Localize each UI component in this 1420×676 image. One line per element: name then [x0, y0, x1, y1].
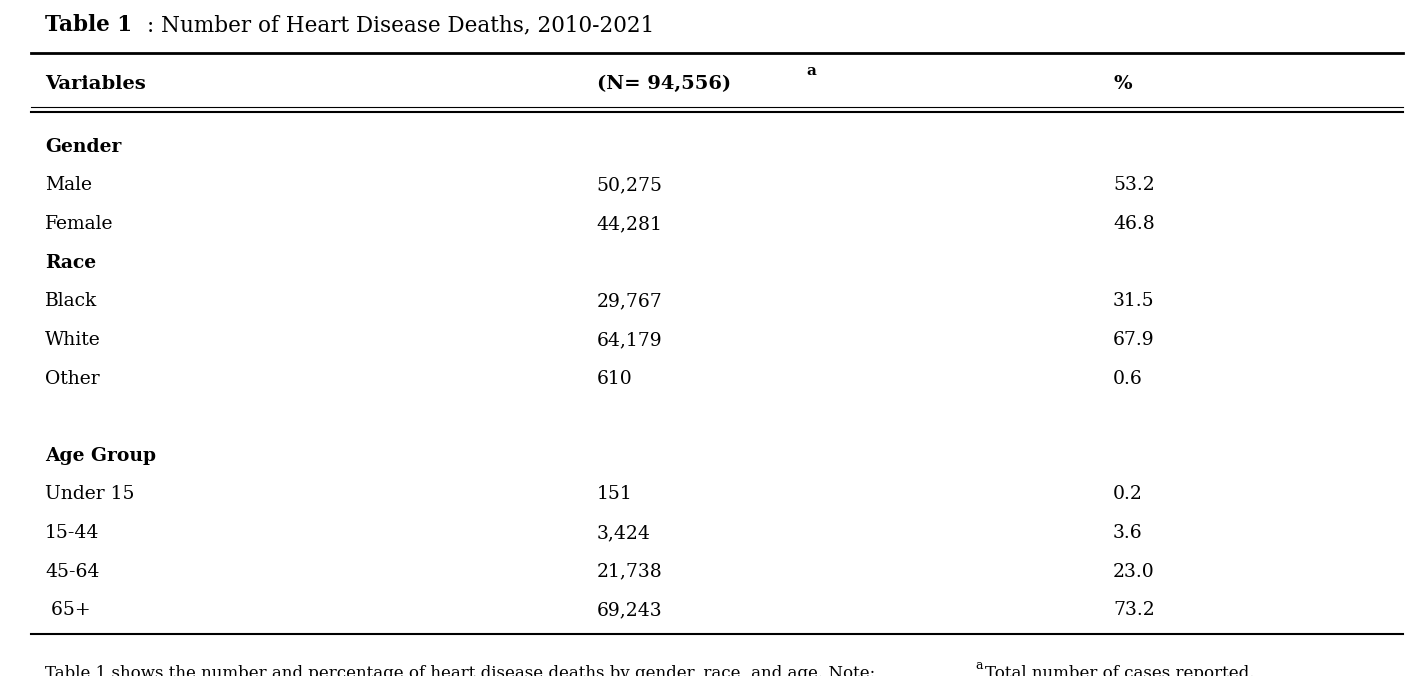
Text: Age Group: Age Group: [45, 447, 156, 465]
Text: 3.6: 3.6: [1113, 524, 1143, 542]
Text: 69,243: 69,243: [596, 601, 663, 619]
Text: 64,179: 64,179: [596, 331, 663, 349]
Text: 50,275: 50,275: [596, 176, 663, 195]
Text: a: a: [807, 64, 816, 78]
Text: Other: Other: [45, 370, 99, 387]
Text: 0.6: 0.6: [1113, 370, 1143, 387]
Text: Table 1: Table 1: [45, 14, 132, 37]
Text: 73.2: 73.2: [1113, 601, 1154, 619]
Text: %: %: [1113, 74, 1132, 93]
Text: 53.2: 53.2: [1113, 176, 1154, 195]
Text: Total number of cases reported.: Total number of cases reported.: [985, 665, 1255, 676]
Text: 46.8: 46.8: [1113, 215, 1154, 233]
Text: 65+: 65+: [45, 601, 91, 619]
Text: 15-44: 15-44: [45, 524, 99, 542]
Text: Under 15: Under 15: [45, 485, 135, 504]
Text: Male: Male: [45, 176, 92, 195]
Text: 0.2: 0.2: [1113, 485, 1143, 504]
Text: : Number of Heart Disease Deaths, 2010-2021: : Number of Heart Disease Deaths, 2010-2…: [148, 14, 655, 37]
Text: 44,281: 44,281: [596, 215, 663, 233]
Text: Gender: Gender: [45, 138, 122, 156]
Text: 21,738: 21,738: [596, 562, 663, 581]
Text: 45-64: 45-64: [45, 562, 99, 581]
Text: 31.5: 31.5: [1113, 292, 1154, 310]
Text: 3,424: 3,424: [596, 524, 650, 542]
Text: a: a: [976, 659, 983, 672]
Text: Race: Race: [45, 254, 97, 272]
Text: 610: 610: [596, 370, 632, 387]
Text: Table 1 shows the number and percentage of heart disease deaths by gender, race,: Table 1 shows the number and percentage …: [45, 665, 880, 676]
Text: Black: Black: [45, 292, 98, 310]
Text: 29,767: 29,767: [596, 292, 663, 310]
Text: Variables: Variables: [45, 74, 146, 93]
Text: White: White: [45, 331, 101, 349]
Text: 23.0: 23.0: [1113, 562, 1154, 581]
Text: (N= 94,556): (N= 94,556): [596, 74, 731, 93]
Text: 67.9: 67.9: [1113, 331, 1154, 349]
Text: Female: Female: [45, 215, 114, 233]
Text: 151: 151: [596, 485, 632, 504]
